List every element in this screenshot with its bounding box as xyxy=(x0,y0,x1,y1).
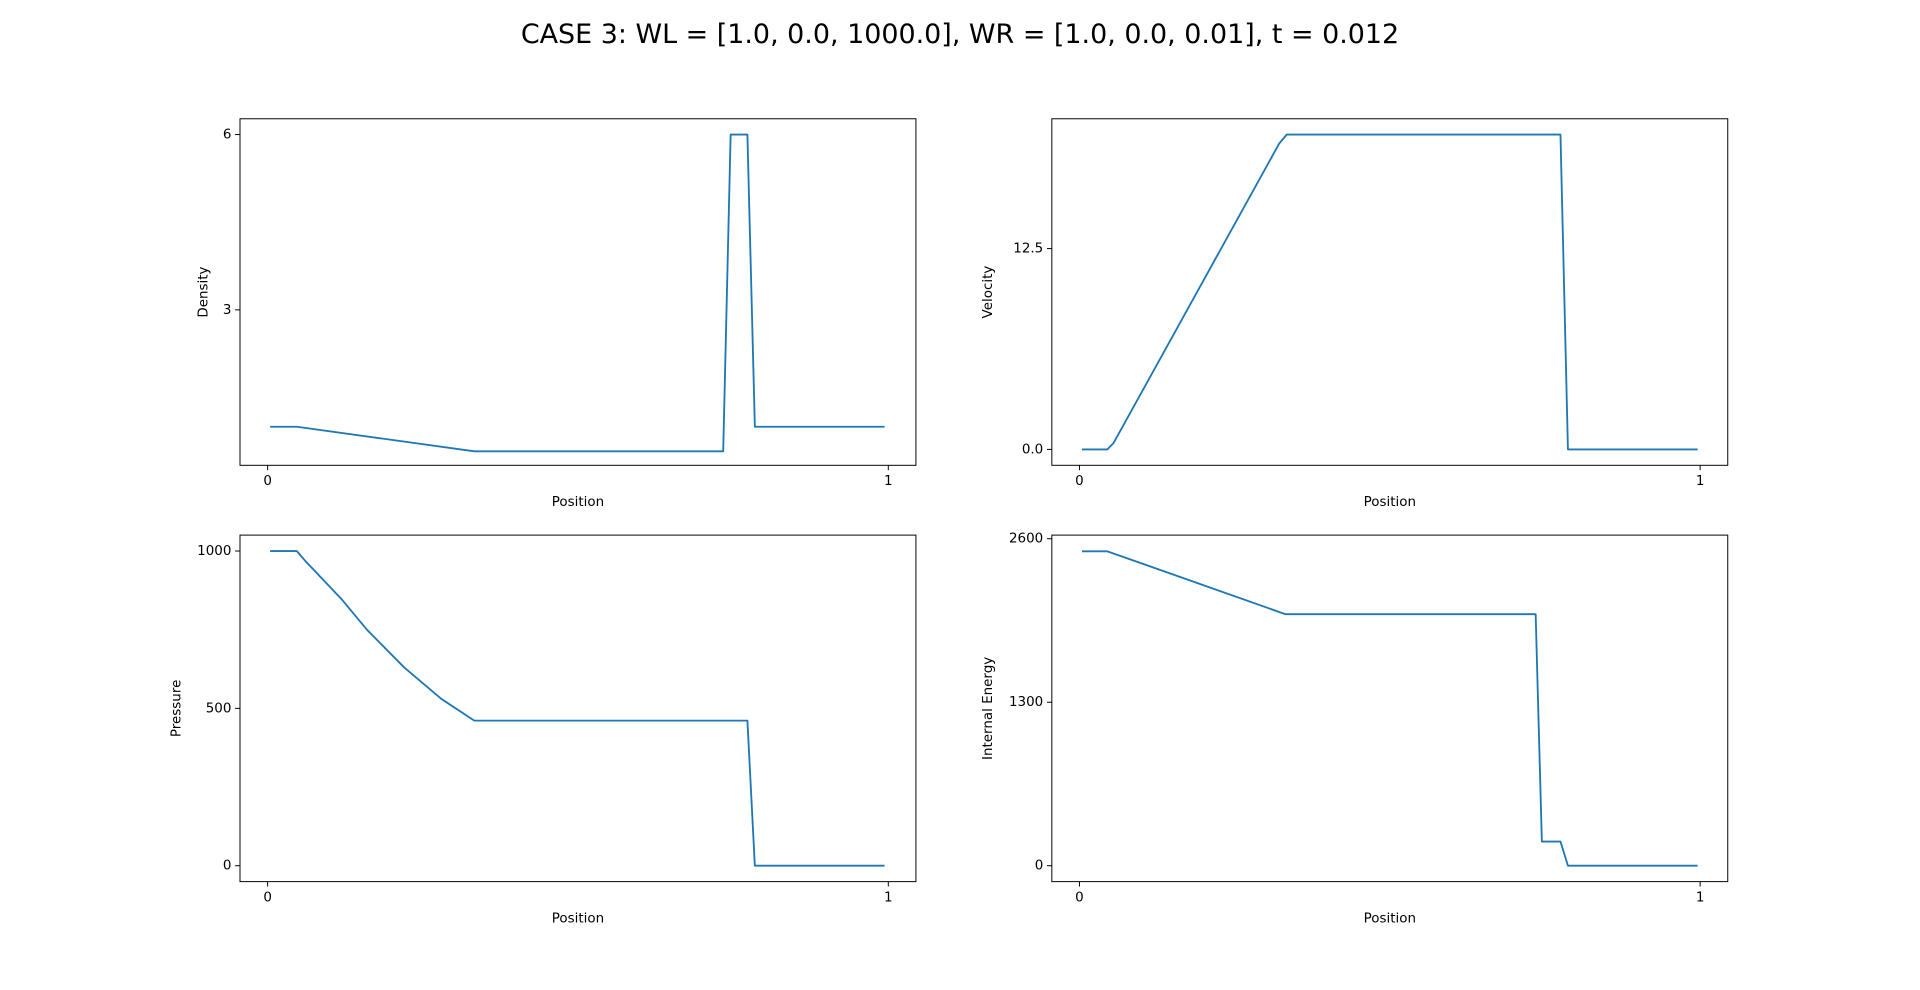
y-axis-label: Density xyxy=(196,266,211,317)
x-tick-label: 0 xyxy=(263,474,272,489)
y-tick-label: 0 xyxy=(223,859,232,874)
x-tick-label: 1 xyxy=(1696,474,1705,489)
x-axis-label: Position xyxy=(552,911,604,926)
subplot: 0 1 3 6 Position Density xyxy=(196,118,917,510)
subplot: 0 1 0 1300 2600 Position Internal Energy xyxy=(981,532,1729,926)
x-tick-label: 1 xyxy=(884,474,893,489)
y-tick-label: 500 xyxy=(206,701,232,716)
x-tick-label: 0 xyxy=(1075,474,1084,489)
y-axis-label: Pressure xyxy=(169,680,184,737)
y-tick-label: 6 xyxy=(223,128,232,143)
axes-frame xyxy=(239,118,917,466)
y-axis-label: Velocity xyxy=(981,266,996,319)
y-axis-label: Internal Energy xyxy=(981,657,996,760)
figure-title: CASE 3: WL = [1.0, 0.0, 1000.0], WR = [1… xyxy=(521,19,1399,50)
y-tick-label: 2600 xyxy=(1009,532,1043,547)
y-tick-label: 12.5 xyxy=(1013,242,1043,257)
y-tick-label: 3 xyxy=(223,303,232,318)
subplot: 0 1 0.0 12.5 Position Velocity xyxy=(981,118,1729,510)
x-tick-label: 1 xyxy=(1696,891,1705,906)
x-axis-label: Position xyxy=(552,495,604,510)
y-tick-label: 0 xyxy=(1035,859,1044,874)
x-tick-label: 1 xyxy=(884,891,893,906)
data-line xyxy=(1081,550,1698,867)
x-tick-label: 0 xyxy=(1075,891,1084,906)
x-axis-label: Position xyxy=(1364,911,1416,926)
data-line xyxy=(1081,133,1698,451)
axes-frame xyxy=(1051,118,1729,466)
subplot: 0 1 0 500 1000 Position Pressure xyxy=(169,534,917,926)
y-tick-label: 1000 xyxy=(197,544,231,559)
data-line xyxy=(270,133,885,453)
axes-frame xyxy=(1051,534,1729,883)
y-tick-label: 1300 xyxy=(1009,695,1043,710)
axes-frame xyxy=(239,534,917,883)
y-tick-label: 0.0 xyxy=(1022,442,1043,457)
x-tick-label: 0 xyxy=(263,891,272,906)
x-axis-label: Position xyxy=(1364,495,1416,510)
data-line xyxy=(270,550,885,867)
